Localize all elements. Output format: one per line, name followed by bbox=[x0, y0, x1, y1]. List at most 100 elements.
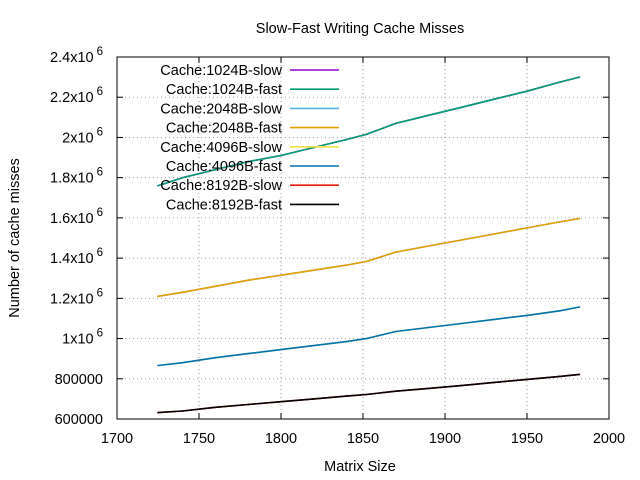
data-point bbox=[526, 378, 528, 381]
data-point bbox=[493, 233, 496, 235]
data-point bbox=[214, 285, 217, 288]
data-point bbox=[427, 326, 430, 329]
data-point bbox=[526, 227, 528, 229]
y-tick-mantissa: 800000 bbox=[55, 372, 103, 388]
data-point bbox=[395, 330, 397, 333]
y-tick-label: 2x10 6 bbox=[62, 126, 103, 146]
legend-label: Cache:8192B-fast bbox=[166, 197, 282, 213]
data-point bbox=[247, 352, 249, 355]
y-tick-mantissa: 1.6x10 bbox=[50, 211, 94, 227]
data-point bbox=[395, 390, 397, 393]
data-point bbox=[578, 306, 581, 308]
data-point bbox=[280, 274, 282, 277]
data-point bbox=[395, 251, 397, 253]
legend-label: Cache:1024B-fast bbox=[166, 82, 282, 98]
data-point bbox=[493, 98, 496, 100]
legend-label: Cache:4096B-fast bbox=[166, 159, 282, 175]
data-point bbox=[214, 168, 217, 171]
y-tick-mantissa: 2x10 bbox=[62, 130, 93, 146]
chart-title: Slow-Fast Writing Cache Misses bbox=[256, 21, 464, 37]
data-point bbox=[578, 76, 581, 78]
data-point bbox=[280, 154, 282, 157]
data-point bbox=[181, 291, 184, 294]
y-tick-exponent: 6 bbox=[97, 167, 103, 179]
x-tick-label: 2000 bbox=[593, 431, 625, 447]
legend-label: Cache:1024B-slow bbox=[160, 63, 282, 79]
data-point bbox=[313, 344, 315, 347]
data-point bbox=[345, 264, 348, 266]
data-point bbox=[559, 375, 561, 378]
data-point bbox=[247, 403, 249, 406]
y-tick-exponent: 6 bbox=[97, 126, 103, 138]
data-point bbox=[365, 133, 368, 136]
y-tick-exponent: 6 bbox=[97, 207, 103, 219]
legend: Cache:1024B-slow Cache:1024B-fast Cache:20… bbox=[160, 63, 339, 213]
y-axis-title: Number of cache misses bbox=[7, 158, 23, 318]
x-tick-label: 1900 bbox=[429, 431, 461, 447]
data-point bbox=[493, 381, 496, 384]
data-point bbox=[493, 318, 496, 321]
data-point bbox=[280, 400, 282, 403]
y-tick-label: 1x10 6 bbox=[62, 328, 103, 348]
data-point bbox=[578, 373, 581, 376]
data-point bbox=[181, 361, 184, 364]
x-tick-label: 1800 bbox=[265, 431, 297, 447]
y-tick-mantissa: 2.2x10 bbox=[50, 90, 94, 106]
y-tick-mantissa: 1.2x10 bbox=[50, 291, 94, 307]
data-point bbox=[365, 260, 368, 263]
data-point bbox=[280, 348, 282, 351]
series-line-7 bbox=[157, 373, 580, 414]
y-tick-label: 1.6x10 6 bbox=[50, 207, 103, 227]
data-point bbox=[526, 314, 528, 317]
y-tick-label: 2.4x10 6 bbox=[50, 46, 103, 66]
data-point bbox=[365, 393, 368, 396]
legend-label: Cache:4096B-slow bbox=[160, 140, 282, 156]
legend-label: Cache:2048B-fast bbox=[166, 121, 282, 137]
y-tick-label: 600000 bbox=[55, 412, 103, 428]
y-tick-exponent: 6 bbox=[97, 247, 103, 259]
y-tick-label: 1.2x10 6 bbox=[50, 287, 103, 307]
series-line-3 bbox=[157, 217, 580, 298]
data-point bbox=[427, 114, 430, 117]
data-point bbox=[247, 160, 249, 163]
y-tick-exponent: 6 bbox=[97, 287, 103, 299]
data-point bbox=[460, 106, 463, 109]
y-tick-mantissa: 2.4x10 bbox=[50, 50, 94, 66]
y-tick-label: 2.2x10 6 bbox=[50, 86, 103, 106]
y-tick-exponent: 6 bbox=[97, 46, 103, 58]
data-point bbox=[460, 322, 463, 325]
data-point bbox=[395, 122, 397, 125]
data-point bbox=[526, 90, 528, 92]
y-tick-exponent: 6 bbox=[97, 86, 103, 98]
data-point bbox=[157, 364, 159, 367]
data-point bbox=[460, 384, 463, 387]
data-point bbox=[157, 411, 159, 414]
data-point bbox=[559, 221, 561, 223]
data-point bbox=[365, 337, 368, 340]
data-point bbox=[313, 269, 315, 272]
data-point bbox=[345, 395, 348, 397]
x-tick-label: 1750 bbox=[183, 431, 215, 447]
data-point bbox=[559, 310, 561, 312]
x-tick-label: 1950 bbox=[511, 431, 543, 447]
y-tick-label: 1.4x10 6 bbox=[50, 247, 103, 267]
data-point bbox=[578, 217, 581, 220]
y-tick-mantissa: 600000 bbox=[55, 412, 103, 428]
data-point bbox=[214, 406, 217, 409]
data-point bbox=[157, 295, 159, 298]
data-point bbox=[247, 279, 249, 282]
legend-label: Cache:8192B-slow bbox=[160, 178, 282, 194]
x-axis-title: Matrix Size bbox=[324, 459, 396, 475]
data-point bbox=[345, 138, 348, 141]
legend-label: Cache:2048B-slow bbox=[160, 101, 282, 117]
y-tick-mantissa: 1.4x10 bbox=[50, 251, 94, 267]
y-tick-exponent: 6 bbox=[97, 328, 103, 340]
data-point bbox=[559, 81, 561, 83]
y-tick-label: 800000 bbox=[55, 372, 103, 388]
series-lines bbox=[157, 76, 581, 414]
data-point bbox=[313, 398, 315, 400]
y-tick-mantissa: 1.8x10 bbox=[50, 171, 94, 187]
x-tick-label: 1700 bbox=[101, 431, 133, 447]
data-point bbox=[181, 410, 184, 412]
